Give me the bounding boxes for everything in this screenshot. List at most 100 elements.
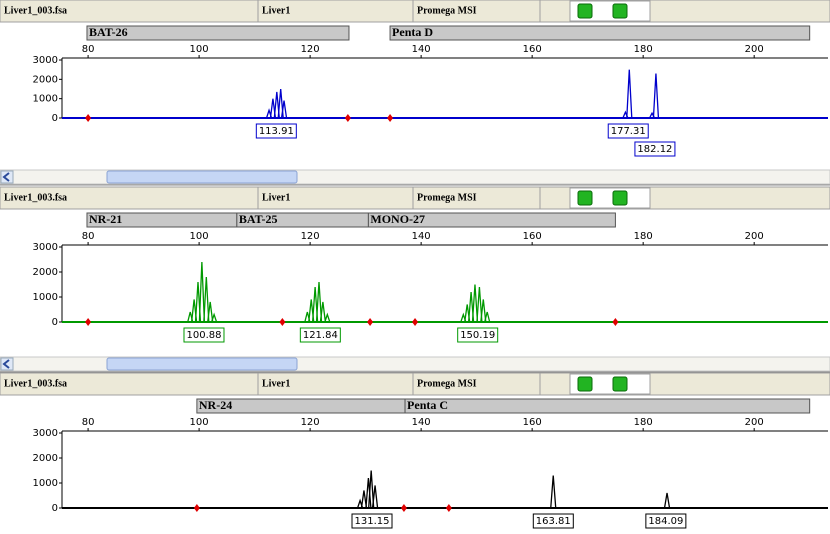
peak-spike [476,286,483,323]
x-tick-label: 80 [82,44,95,55]
header-bar [0,372,830,396]
peak-spike [210,312,218,323]
reference-point [387,114,394,122]
x-tick-label: 180 [634,44,653,55]
reference-point [193,504,200,512]
x-tick-label: 160 [523,231,542,242]
peak-spike [371,485,379,509]
peak-spike [368,470,375,509]
peak-spike [365,477,372,509]
peak-label-box [255,123,297,139]
reference-point [445,504,452,512]
status-icon[interactable] [612,376,628,392]
y-tick-label: 2000 [33,453,58,464]
sample-name: Liver1 [262,378,290,389]
sample-name: Liver1 [262,5,290,16]
peak-label: 131.15 [355,516,390,527]
peak-spike [198,261,206,323]
marker-name: Penta D [392,25,433,39]
peak-spike [480,299,487,323]
x-tick-label: 160 [523,417,542,428]
reference-point [85,318,92,326]
marker-bin [86,25,350,41]
peak-spike [360,490,368,509]
reference-point [612,318,619,326]
header-bar [0,186,830,210]
marker-name: BAT-25 [239,212,278,226]
marker-name: MONO-27 [370,212,425,226]
reference-point [279,318,286,326]
peak-spike [203,276,210,323]
peak-label: 177.31 [611,126,646,137]
y-tick-label: 1000 [33,478,58,489]
peak-spike [280,100,288,119]
marker-name: NR-24 [199,398,232,412]
peak-label: 182.12 [637,144,672,155]
file-name: Liver1_003.fsa [4,378,67,389]
y-tick-label: 1000 [33,292,58,303]
peak-spike [652,73,660,119]
peak-spike [319,301,327,323]
y-tick-label: 1000 [33,94,58,105]
peak-spike [471,284,479,323]
x-tick-label: 80 [82,231,95,242]
panel-name: Promega MSI [417,378,477,389]
x-tick-label: 120 [301,231,320,242]
status-icon[interactable] [577,3,593,19]
reference-point [412,318,419,326]
marker-bin [389,25,811,41]
peak-label-box [457,327,499,343]
peak-label: 163.81 [536,516,571,527]
peak-label-box [299,327,341,343]
y-tick-label: 0 [52,317,58,328]
x-tick-label: 120 [301,417,320,428]
marker-name: NR-21 [89,212,122,226]
x-tick-label: 120 [301,44,320,55]
peak-spike [550,475,557,509]
status-icon[interactable] [612,3,628,19]
marker-bin [367,212,616,228]
status-icon[interactable] [577,190,593,206]
x-tick-label: 140 [412,44,431,55]
peak-label-box [645,513,687,529]
x-tick-label: 180 [634,231,653,242]
scroll-thumb[interactable] [106,170,298,184]
scroll-left-button[interactable] [0,357,14,371]
x-tick-label: 100 [190,231,209,242]
peak-label-box [183,327,225,343]
y-tick-label: 0 [52,503,58,514]
marker-name: Penta C [407,398,448,412]
status-icon[interactable] [577,376,593,392]
peak-spike [207,301,214,323]
peak-label: 113.91 [259,126,294,137]
peak-label: 100.88 [186,330,221,341]
reference-point [367,318,374,326]
x-tick-label: 200 [745,417,764,428]
x-tick-label: 200 [745,231,764,242]
x-tick-label: 80 [82,417,95,428]
panel-name: Promega MSI [417,192,477,203]
y-tick-label: 0 [52,113,58,124]
marker-name: BAT-26 [89,25,128,39]
peak-label: 150.19 [460,330,495,341]
sample-name: Liver1 [262,192,290,203]
peak-label-box [634,141,676,157]
x-tick-label: 100 [190,417,209,428]
file-name: Liver1_003.fsa [4,192,67,203]
scroll-thumb[interactable] [106,357,298,371]
peak-label: 121.84 [303,330,338,341]
y-tick-label: 2000 [33,74,58,85]
peak-label-box [532,513,574,529]
scroll-left-button[interactable] [0,170,14,184]
status-icon[interactable] [612,190,628,206]
file-name: Liver1_003.fsa [4,5,67,16]
scroll-arrow [2,172,10,182]
peak-label-box [351,513,393,529]
scroll-arrow [2,359,10,369]
x-tick-label: 140 [412,417,431,428]
peak-spike [663,492,671,509]
x-tick-label: 160 [523,44,542,55]
peak-label: 184.09 [648,516,683,527]
